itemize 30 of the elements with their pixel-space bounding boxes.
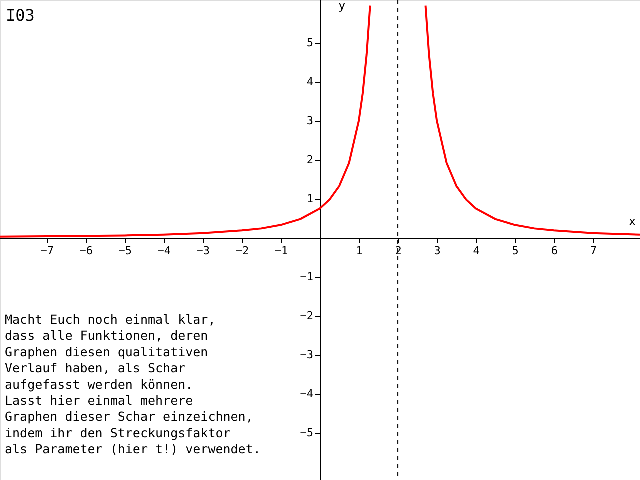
y-tick-label: −3 bbox=[300, 348, 314, 362]
x-tick-label: 5 bbox=[512, 244, 519, 258]
chart-title: I03 bbox=[6, 6, 35, 25]
x-tick-label: 7 bbox=[590, 244, 597, 258]
x-tick-label: 4 bbox=[473, 244, 480, 258]
x-tick-label: 6 bbox=[551, 244, 558, 258]
line-series bbox=[0, 4, 372, 238]
x-tick-label: 1 bbox=[356, 244, 363, 258]
x-tick-label: −1 bbox=[274, 244, 288, 258]
y-tick-label: −5 bbox=[300, 426, 314, 440]
y-tick-label: −4 bbox=[300, 388, 314, 401]
y-axis-title: y bbox=[338, 0, 346, 12]
x-tick-label: −2 bbox=[236, 244, 250, 258]
x-axis-title: x bbox=[628, 214, 636, 229]
y-tick-label: 2 bbox=[306, 154, 314, 166]
y-tick-label: 4 bbox=[306, 75, 314, 88]
x-tick-label: −5 bbox=[118, 244, 132, 258]
y-tick-label: 1 bbox=[306, 192, 314, 206]
line-series bbox=[424, 4, 640, 236]
x-tick-label: −4 bbox=[158, 244, 172, 258]
x-tick-label: −3 bbox=[196, 244, 210, 258]
x-tick-label: −6 bbox=[80, 244, 93, 258]
y-tick-label: −2 bbox=[300, 310, 314, 323]
y-tick-label: −1 bbox=[300, 270, 314, 284]
y-tick-label: 3 bbox=[306, 114, 314, 128]
x-tick-label: 2 bbox=[395, 244, 402, 258]
x-tick-label: −7 bbox=[40, 244, 54, 258]
y-tick-label: 5 bbox=[306, 36, 314, 50]
x-tick-label: 3 bbox=[434, 244, 441, 258]
text: Macht Euch noch einmal klar, dass alle Funktionen, deren Graphen diesen qualitativen Verlauf haben, als Schar aufgefasst werden können. Lasst hier einmal mehrere Graphen dieser Schar einzeichnen, indem ihr den Streckungsfaktor als Parameter (hier t!) verwendet. bbox=[5, 312, 261, 457]
